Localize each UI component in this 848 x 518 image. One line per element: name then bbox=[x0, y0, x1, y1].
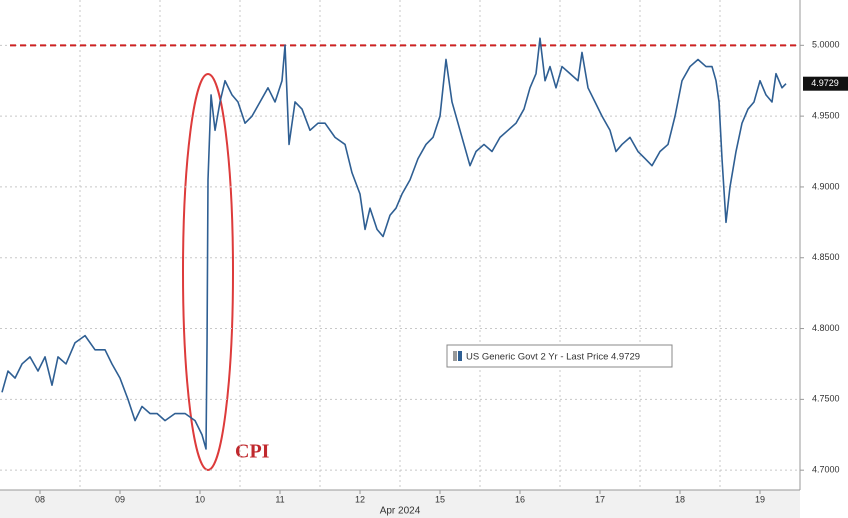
legend-swatch bbox=[458, 351, 462, 361]
legend-icon bbox=[453, 351, 457, 361]
y-tick-label: 4.7000 bbox=[812, 465, 840, 475]
y-tick-label: 4.9000 bbox=[812, 181, 840, 191]
legend-box bbox=[446, 344, 673, 368]
y-tick-label: 4.8000 bbox=[812, 323, 840, 333]
x-tick-label: 08 bbox=[35, 494, 45, 504]
legend: US Generic Govt 2 Yr - Last Price 4.9729 bbox=[446, 344, 673, 368]
legend-label: US Generic Govt 2 Yr - Last Price 4.9729 bbox=[466, 352, 640, 363]
x-axis-title: Apr 2024 bbox=[380, 506, 421, 517]
x-tick-label: 11 bbox=[275, 494, 284, 504]
y-tick-label: 5.0000 bbox=[812, 40, 840, 50]
annotation: CPI bbox=[235, 441, 270, 463]
x-tick-label: 16 bbox=[515, 494, 525, 504]
x-tick-label: 12 bbox=[355, 494, 365, 504]
x-tick-label: 10 bbox=[195, 494, 205, 504]
cpi-highlight bbox=[182, 73, 234, 471]
y-tick-label: 4.9500 bbox=[812, 111, 840, 121]
x-tick-label: 18 bbox=[675, 494, 685, 504]
last-price-tag bbox=[803, 76, 848, 91]
series-line bbox=[1, 37, 787, 450]
x-tick-label: 17 bbox=[595, 494, 605, 504]
y-tick-label: 4.7500 bbox=[812, 394, 840, 404]
last-price-label: 4.9729 bbox=[811, 78, 839, 88]
x-axis-strip bbox=[0, 490, 800, 518]
x-tick-label: 15 bbox=[435, 494, 445, 504]
x-tick-label: 09 bbox=[115, 494, 125, 504]
x-tick-label: 19 bbox=[755, 494, 765, 504]
y-tick-label: 4.8500 bbox=[812, 252, 840, 262]
